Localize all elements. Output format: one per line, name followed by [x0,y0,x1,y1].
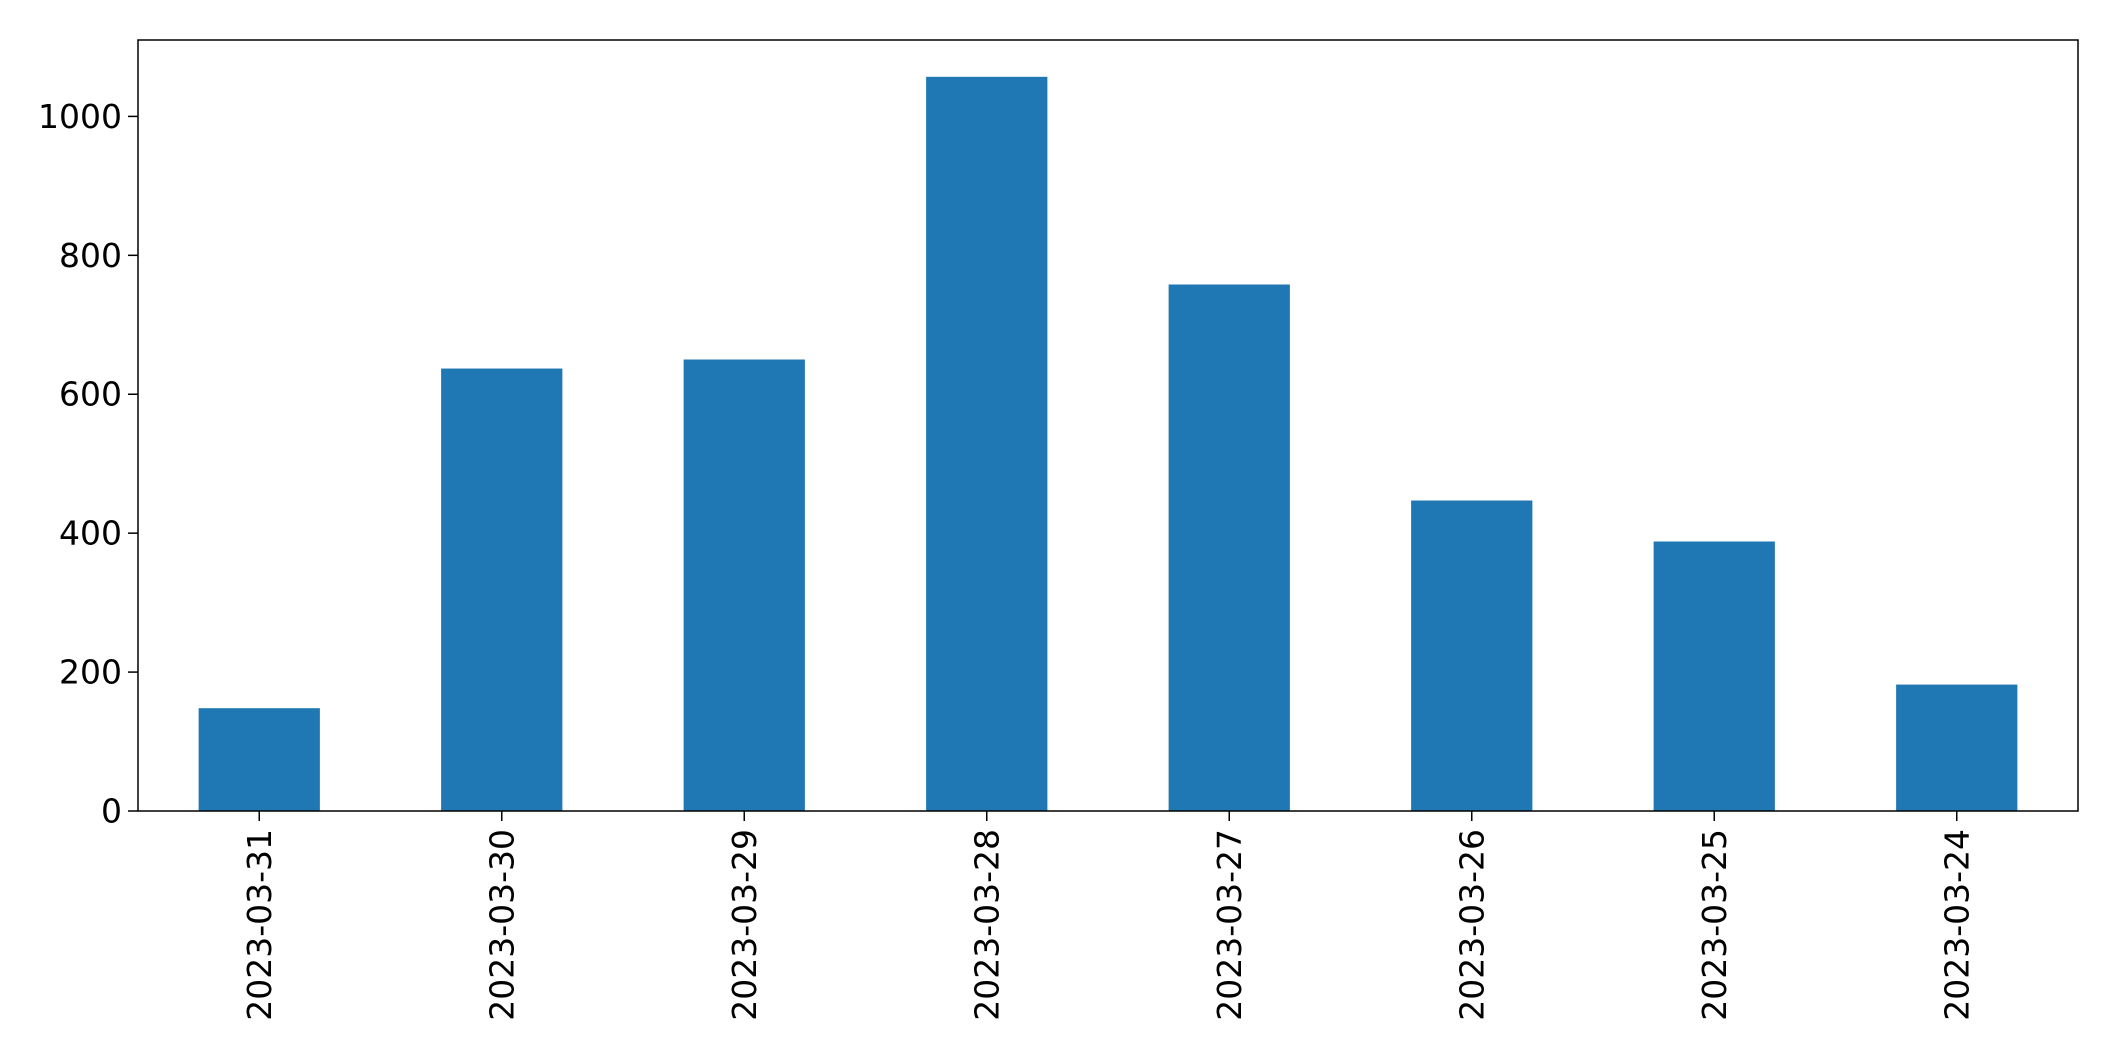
bars-group [198,76,2018,811]
x-tick-label: 2023-03-24 [1937,829,1976,1021]
bar-2023-03-27 [1168,284,1290,811]
x-tick-label: 2023-03-28 [967,829,1006,1021]
x-tick-label: 2023-03-25 [1695,829,1734,1021]
x-tick-label: 2023-03-27 [1210,829,1249,1021]
y-axis: 0 200 400 600 800 1000 [38,97,138,831]
bar-2023-03-28 [926,76,1048,811]
y-tick-label: 200 [59,653,122,692]
bar-2023-03-25 [1653,541,1775,811]
y-tick-label: 0 [101,792,122,831]
x-tick-label: 2023-03-30 [482,829,521,1021]
x-axis: 2023-03-31 2023-03-30 2023-03-29 2023-03-28… [240,811,1976,1021]
y-tick-label: 800 [59,236,122,275]
x-tick-label: 2023-03-29 [725,829,764,1021]
plot-frame [137,39,2079,812]
bar-2023-03-26 [1411,500,1533,811]
x-tick-label: 2023-03-31 [240,829,279,1021]
bar-2023-03-30 [441,368,563,811]
y-tick-label: 600 [59,375,122,414]
x-tick-label: 2023-03-26 [1452,829,1491,1021]
bar-2023-03-31 [198,708,320,811]
bar-2023-03-29 [683,359,805,811]
bar-2023-03-24 [1896,684,2018,811]
y-tick-label: 400 [59,514,122,553]
y-tick-label: 1000 [38,97,122,136]
